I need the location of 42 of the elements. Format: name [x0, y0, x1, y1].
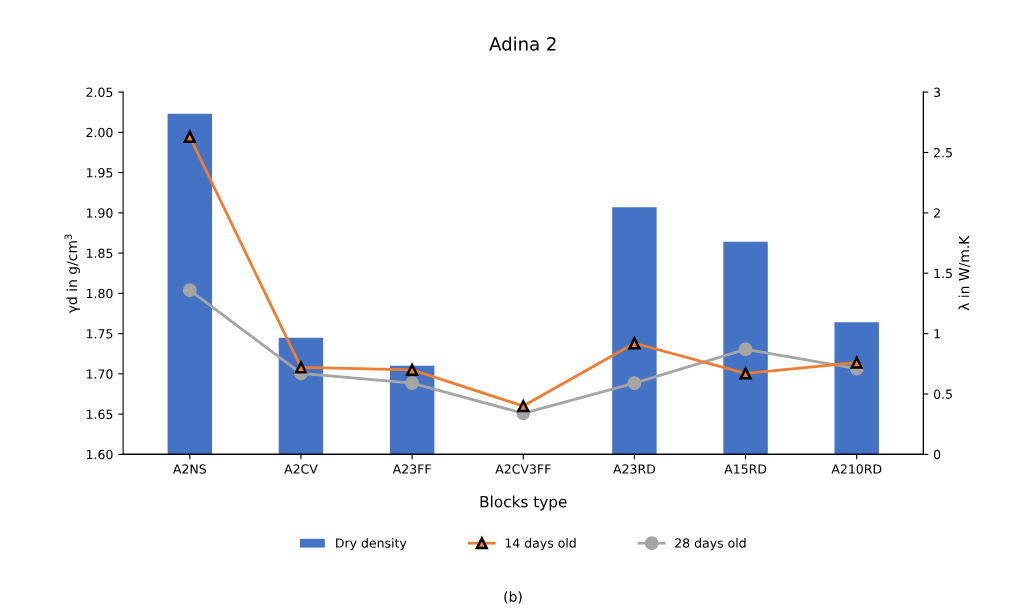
point	[739, 367, 752, 380]
y-tick-label: 1.70	[86, 369, 113, 379]
x-tick-label: A210RD	[831, 464, 882, 474]
y-tick-label: 1.75	[86, 329, 113, 339]
chart-title: Adina 2	[489, 36, 556, 51]
y2-tick-label: 1.5	[934, 268, 952, 279]
y-tick-label: 1.80	[86, 288, 113, 299]
x-tick-label: A23FF	[392, 464, 431, 474]
point	[182, 283, 197, 298]
y-tick-label: 1.90	[86, 208, 113, 218]
point	[294, 361, 308, 374]
y2-tick-label: 0.5	[933, 389, 952, 399]
x-tick-label: A15RD	[724, 464, 767, 474]
point	[183, 130, 196, 143]
point	[405, 376, 420, 391]
point	[406, 363, 419, 376]
point	[627, 376, 642, 391]
y-tick-label: 1.60	[86, 449, 113, 460]
y-tick-label: 1.65	[86, 409, 113, 420]
y2-tick-label: 2.5	[934, 147, 952, 158]
y2-tick-label: 1	[934, 329, 940, 339]
y-tick-label: 1.85	[86, 248, 113, 259]
legend-label: 14 days old	[505, 538, 576, 551]
text: (b)	[504, 591, 522, 604]
y2-axis-title: λ in W/m.K	[958, 235, 971, 311]
y-tick-label: 1.95	[86, 168, 113, 178]
legend-label: 28 days old	[675, 538, 746, 551]
point	[517, 399, 530, 413]
y2-tick-label: 3	[934, 87, 941, 98]
y-tick-label: 2.05	[86, 87, 113, 98]
x-tick-label: A2CV3FF	[495, 464, 551, 474]
y2-tick-label: 2	[934, 208, 940, 218]
legend-label: Dry density	[336, 538, 407, 551]
y-axis-title: γd in g/cm$^{3}$	[64, 234, 80, 314]
point	[850, 356, 863, 369]
point	[738, 342, 753, 357]
y-tick-label: 2.00	[86, 127, 113, 138]
x-tick-label: A2NS	[173, 464, 207, 474]
x-tick-label: A2CV	[284, 464, 318, 474]
x-axis-title: Blocks type	[480, 495, 567, 511]
y2-tick-label: 0	[933, 449, 941, 460]
x-tick-label: A23RD	[613, 464, 656, 474]
